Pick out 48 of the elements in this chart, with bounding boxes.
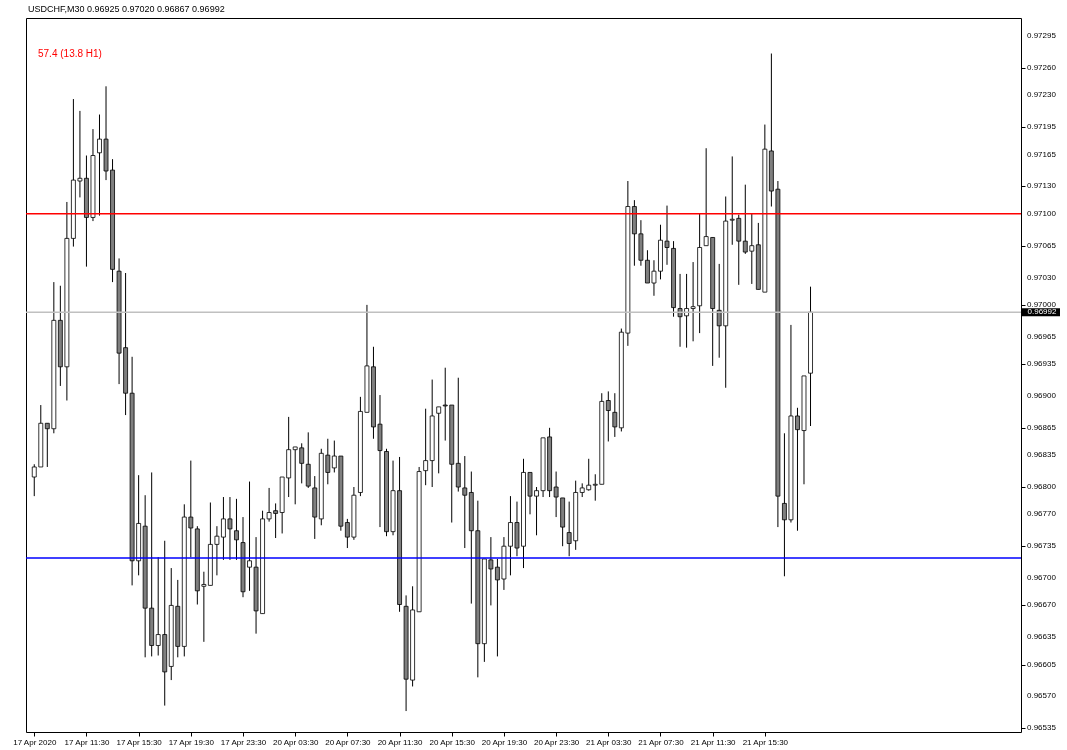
x-tick-label: 21 Apr 11:30 (690, 737, 737, 747)
y-tick-label: 0.96835 (1027, 450, 1057, 460)
candlestick (436, 406, 442, 474)
annotation: 57.4 (13.8 H1) (38, 48, 102, 59)
y-tick-label: 0.96635 (1027, 632, 1057, 642)
y-tick-label: 0.96900 (1027, 390, 1057, 400)
candlestick (305, 431, 311, 489)
y-tick-label: 0.96570 (1027, 691, 1057, 701)
x-tick-label: 17 Apr 15:30 (116, 737, 163, 747)
y-tick-label: 0.96700 (1027, 573, 1057, 583)
x-tick-label: 17 Apr 19:30 (168, 737, 215, 747)
y-tick-label: 0.97165 (1027, 149, 1057, 159)
y-tick-label: 0.97065 (1027, 240, 1057, 250)
y-tick-label: 0.96535 (1027, 723, 1057, 733)
y-tick-label: 0.96965 (1027, 331, 1057, 341)
ref-line-label: 0.96992 (1027, 307, 1058, 317)
x-tick-label: 17 Apr 2020 (13, 737, 57, 747)
candlestick (423, 408, 429, 486)
y-tick-label: 0.96735 (1027, 541, 1057, 551)
candlestick (612, 392, 618, 438)
x-tick-label: 20 Apr 03:30 (273, 737, 319, 747)
x-tick-label: 20 Apr 07:30 (325, 737, 372, 747)
y-tick-label: 0.97100 (1027, 208, 1057, 218)
y-tick-label: 0.97130 (1027, 181, 1057, 191)
y-tick-label: 0.97295 (1027, 31, 1057, 41)
y-tick-label: 0.96670 (1027, 600, 1057, 610)
y-tick-label: 0.96935 (1027, 359, 1057, 369)
x-tick-label: 21 Apr 15:30 (742, 737, 789, 747)
y-tick-label: 0.96865 (1027, 422, 1057, 432)
chart-title: USDCHF,M30 0.96925 0.97020 0.96867 0.96992 (28, 4, 225, 14)
candlestick (605, 390, 611, 442)
x-tick-label: 17 Apr 23:30 (220, 737, 267, 747)
x-tick-label: 21 Apr 03:30 (586, 737, 633, 747)
x-tick-label: 20 Apr 19:30 (481, 737, 528, 747)
x-tick-label: 21 Apr 07:30 (638, 737, 685, 747)
x-tick-label: 20 Apr 23:30 (533, 737, 580, 747)
x-tick-label: 20 Apr 15:30 (429, 737, 476, 747)
y-tick-label: 0.97195 (1027, 122, 1057, 132)
y-tick-label: 0.96800 (1027, 482, 1057, 492)
y-tick-label: 0.97000 (1027, 299, 1057, 309)
candlestick (234, 498, 239, 561)
y-tick-label: 0.97030 (1027, 272, 1057, 282)
y-tick-label: 0.97260 (1027, 63, 1057, 73)
x-tick-label: 20 Apr 11:30 (377, 737, 423, 747)
y-tick-label: 0.97230 (1027, 90, 1057, 100)
y-tick-label: 0.96770 (1027, 509, 1057, 519)
x-tick-label: 17 Apr 11:30 (64, 737, 110, 747)
y-tick-label: 0.96605 (1027, 659, 1057, 669)
